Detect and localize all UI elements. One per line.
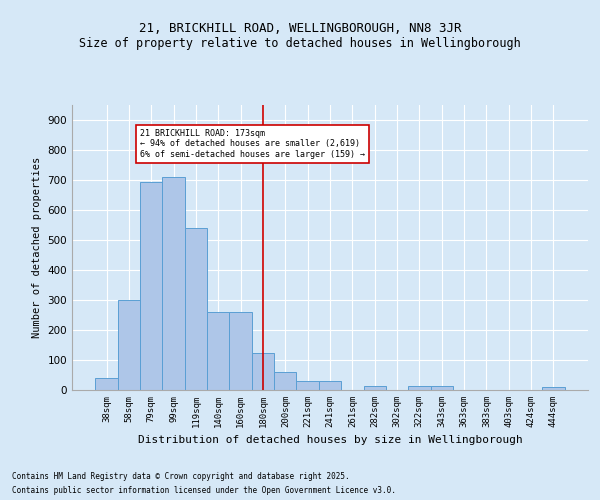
Bar <box>163 177 185 390</box>
Text: 21 BRICKHILL ROAD: 173sqm
← 94% of detached houses are smaller (2,619)
6% of sem: 21 BRICKHILL ROAD: 173sqm ← 94% of detac… <box>140 129 365 159</box>
Bar <box>95 378 118 390</box>
Bar <box>364 386 386 390</box>
Text: Size of property relative to detached houses in Wellingborough: Size of property relative to detached ho… <box>79 38 521 51</box>
X-axis label: Distribution of detached houses by size in Wellingborough: Distribution of detached houses by size … <box>137 436 523 446</box>
Bar <box>140 182 163 390</box>
Bar <box>207 312 229 390</box>
Bar <box>185 228 207 390</box>
Text: Contains public sector information licensed under the Open Government Licence v3: Contains public sector information licen… <box>12 486 396 495</box>
Text: 21, BRICKHILL ROAD, WELLINGBOROUGH, NN8 3JR: 21, BRICKHILL ROAD, WELLINGBOROUGH, NN8 … <box>139 22 461 36</box>
Text: Contains HM Land Registry data © Crown copyright and database right 2025.: Contains HM Land Registry data © Crown c… <box>12 472 350 481</box>
Bar <box>296 381 319 390</box>
Bar <box>229 312 252 390</box>
Bar <box>431 386 453 390</box>
Bar <box>408 386 431 390</box>
Y-axis label: Number of detached properties: Number of detached properties <box>32 157 42 338</box>
Bar <box>252 352 274 390</box>
Bar <box>542 387 565 390</box>
Bar <box>319 381 341 390</box>
Bar <box>274 372 296 390</box>
Bar <box>118 300 140 390</box>
